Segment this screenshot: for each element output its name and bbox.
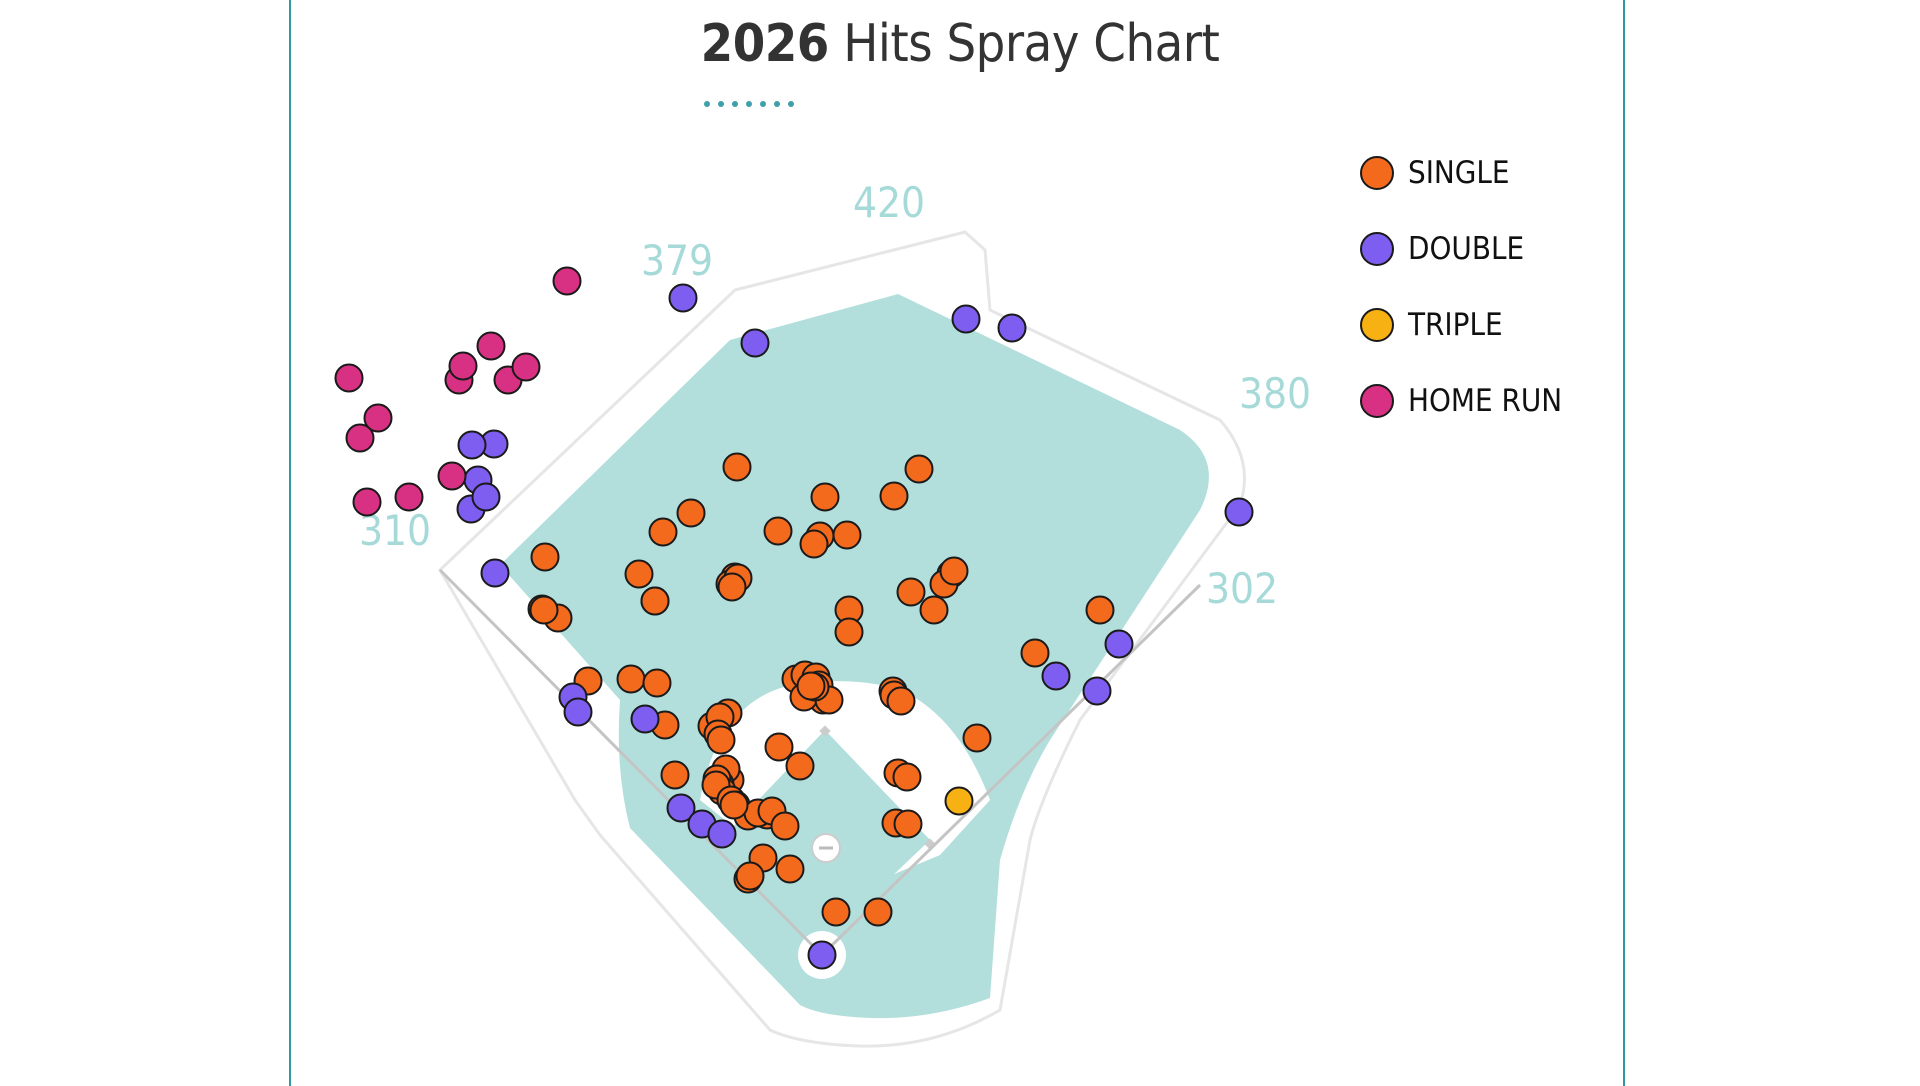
hit-point-home-run xyxy=(352,487,382,517)
hit-point-double xyxy=(480,558,510,588)
hit-point-single xyxy=(892,762,922,792)
hit-points xyxy=(334,266,1254,970)
distance-label-379: 379 xyxy=(641,236,713,285)
hit-point-home-run xyxy=(552,266,582,296)
legend-swatch-double xyxy=(1360,232,1394,266)
legend: SINGLE DOUBLE TRIPLE HOME RUN xyxy=(1360,135,1562,439)
hit-point-home-run xyxy=(363,403,393,433)
title-text: Hits Spray Chart xyxy=(828,14,1220,74)
hit-point-single xyxy=(919,595,949,625)
hit-point-double xyxy=(1041,661,1071,691)
legend-label: DOUBLE xyxy=(1408,231,1525,267)
hit-point-single xyxy=(1020,638,1050,668)
legend-item-double: DOUBLE xyxy=(1360,211,1562,287)
hit-point-double xyxy=(1224,497,1254,527)
hit-point-home-run xyxy=(511,352,541,382)
hit-point-single xyxy=(832,520,862,550)
hit-point-single xyxy=(896,577,926,607)
distance-label-302: 302 xyxy=(1206,564,1278,613)
hit-point-single xyxy=(640,586,670,616)
legend-item-home-run: HOME RUN xyxy=(1360,363,1562,439)
hit-point-single xyxy=(893,809,923,839)
hit-point-single xyxy=(962,723,992,753)
hit-point-single xyxy=(810,482,840,512)
legend-label: SINGLE xyxy=(1408,155,1510,191)
hit-point-home-run xyxy=(345,423,375,453)
hit-point-single xyxy=(706,725,736,755)
hit-point-home-run xyxy=(334,363,364,393)
hit-point-single xyxy=(796,671,826,701)
legend-item-triple: TRIPLE xyxy=(1360,287,1562,363)
legend-label: TRIPLE xyxy=(1408,307,1503,343)
hit-point-single xyxy=(735,861,765,891)
hit-point-double xyxy=(1104,629,1134,659)
hit-point-single xyxy=(642,668,672,698)
hit-point-single xyxy=(1085,595,1115,625)
left-foul-line xyxy=(438,568,824,957)
hit-point-single xyxy=(676,498,706,528)
hit-point-home-run xyxy=(476,331,506,361)
hit-point-single xyxy=(660,760,690,790)
hit-point-single xyxy=(722,452,752,482)
hit-point-single xyxy=(939,556,969,586)
hit-point-double xyxy=(707,819,737,849)
title-underline-dots xyxy=(704,92,802,107)
hit-point-single xyxy=(529,595,559,625)
hit-point-single xyxy=(763,516,793,546)
hit-point-single xyxy=(834,617,864,647)
hit-point-single xyxy=(648,517,678,547)
legend-swatch-single xyxy=(1360,156,1394,190)
distance-label-420: 420 xyxy=(853,178,925,227)
hit-point-double xyxy=(457,430,487,460)
hit-point-double xyxy=(997,313,1027,343)
hit-point-single xyxy=(624,559,654,589)
hit-point-single xyxy=(863,897,893,927)
legend-item-single: SINGLE xyxy=(1360,135,1562,211)
legend-swatch-triple xyxy=(1360,308,1394,342)
hit-point-double xyxy=(740,328,770,358)
hit-point-single xyxy=(879,481,909,511)
hit-point-home-run xyxy=(448,351,478,381)
hit-point-home-run xyxy=(394,482,424,512)
hit-point-single xyxy=(775,854,805,884)
hit-point-double xyxy=(630,704,660,734)
hit-point-triple xyxy=(944,786,974,816)
chart-title: 2026 Hits Spray Chart xyxy=(0,14,1920,74)
distance-label-380: 380 xyxy=(1239,369,1311,418)
hit-point-single xyxy=(785,751,815,781)
hit-point-single xyxy=(717,572,747,602)
legend-label: HOME RUN xyxy=(1408,383,1563,419)
hit-point-double xyxy=(666,793,696,823)
hit-point-single xyxy=(764,732,794,762)
second-base xyxy=(819,725,831,737)
hit-point-single xyxy=(530,542,560,572)
hit-point-single xyxy=(821,897,851,927)
chart-card xyxy=(289,0,1625,1086)
hit-point-single xyxy=(904,454,934,484)
hit-point-double xyxy=(807,940,837,970)
legend-swatch-home-run xyxy=(1360,384,1394,418)
hit-point-single xyxy=(799,529,829,559)
hit-point-home-run xyxy=(437,461,467,491)
field-grass xyxy=(500,294,1209,1019)
hit-point-double xyxy=(1082,676,1112,706)
hit-point-double xyxy=(471,482,501,512)
hit-point-single xyxy=(770,811,800,841)
right-foul-line xyxy=(820,583,1202,957)
hit-point-single xyxy=(616,664,646,694)
hit-point-double xyxy=(951,304,981,334)
title-year: 2026 xyxy=(700,14,830,74)
hit-point-single xyxy=(886,686,916,716)
hit-point-single xyxy=(719,790,749,820)
hit-point-double xyxy=(563,697,593,727)
hit-point-double xyxy=(668,283,698,313)
